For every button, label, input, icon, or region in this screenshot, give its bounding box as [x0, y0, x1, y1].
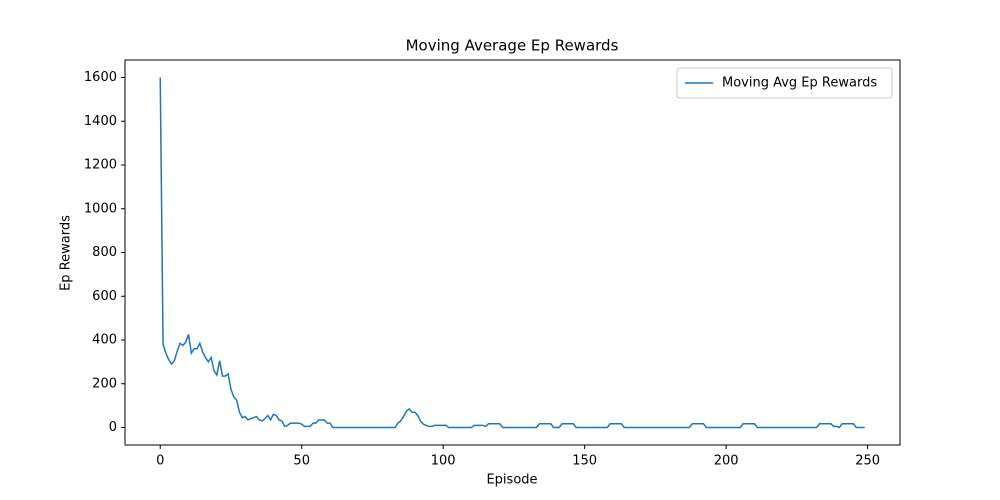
x-tick-label: 200	[714, 454, 739, 469]
x-axis-label: Episode	[486, 473, 537, 488]
y-tick-label: 200	[92, 376, 117, 391]
y-tick-label: 1200	[84, 158, 117, 173]
x-tick-label: 150	[572, 454, 597, 469]
y-tick-label: 1400	[84, 114, 117, 129]
line-series	[159, 77, 865, 429]
legend-box	[676, 67, 893, 99]
x-tick-label: 250	[855, 454, 880, 469]
y-tick-label: 800	[92, 245, 117, 260]
x-tick-label: 0	[156, 454, 164, 469]
chart-title: Moving Average Ep Rewards	[406, 37, 619, 55]
x-tick-label: 100	[431, 454, 456, 469]
plot-frame	[124, 59, 901, 446]
y-axis-label: Ep Rewards	[59, 215, 74, 291]
y-tick-label: 0	[109, 420, 117, 435]
y-tick-label: 1000	[84, 201, 117, 216]
y-tick-label: 1600	[84, 70, 117, 85]
y-tick-label: 600	[92, 289, 117, 304]
y-tick-label: 400	[92, 333, 117, 348]
legend-label: Moving Avg Ep Rewards	[722, 76, 877, 91]
x-tick-label: 50	[293, 454, 310, 469]
